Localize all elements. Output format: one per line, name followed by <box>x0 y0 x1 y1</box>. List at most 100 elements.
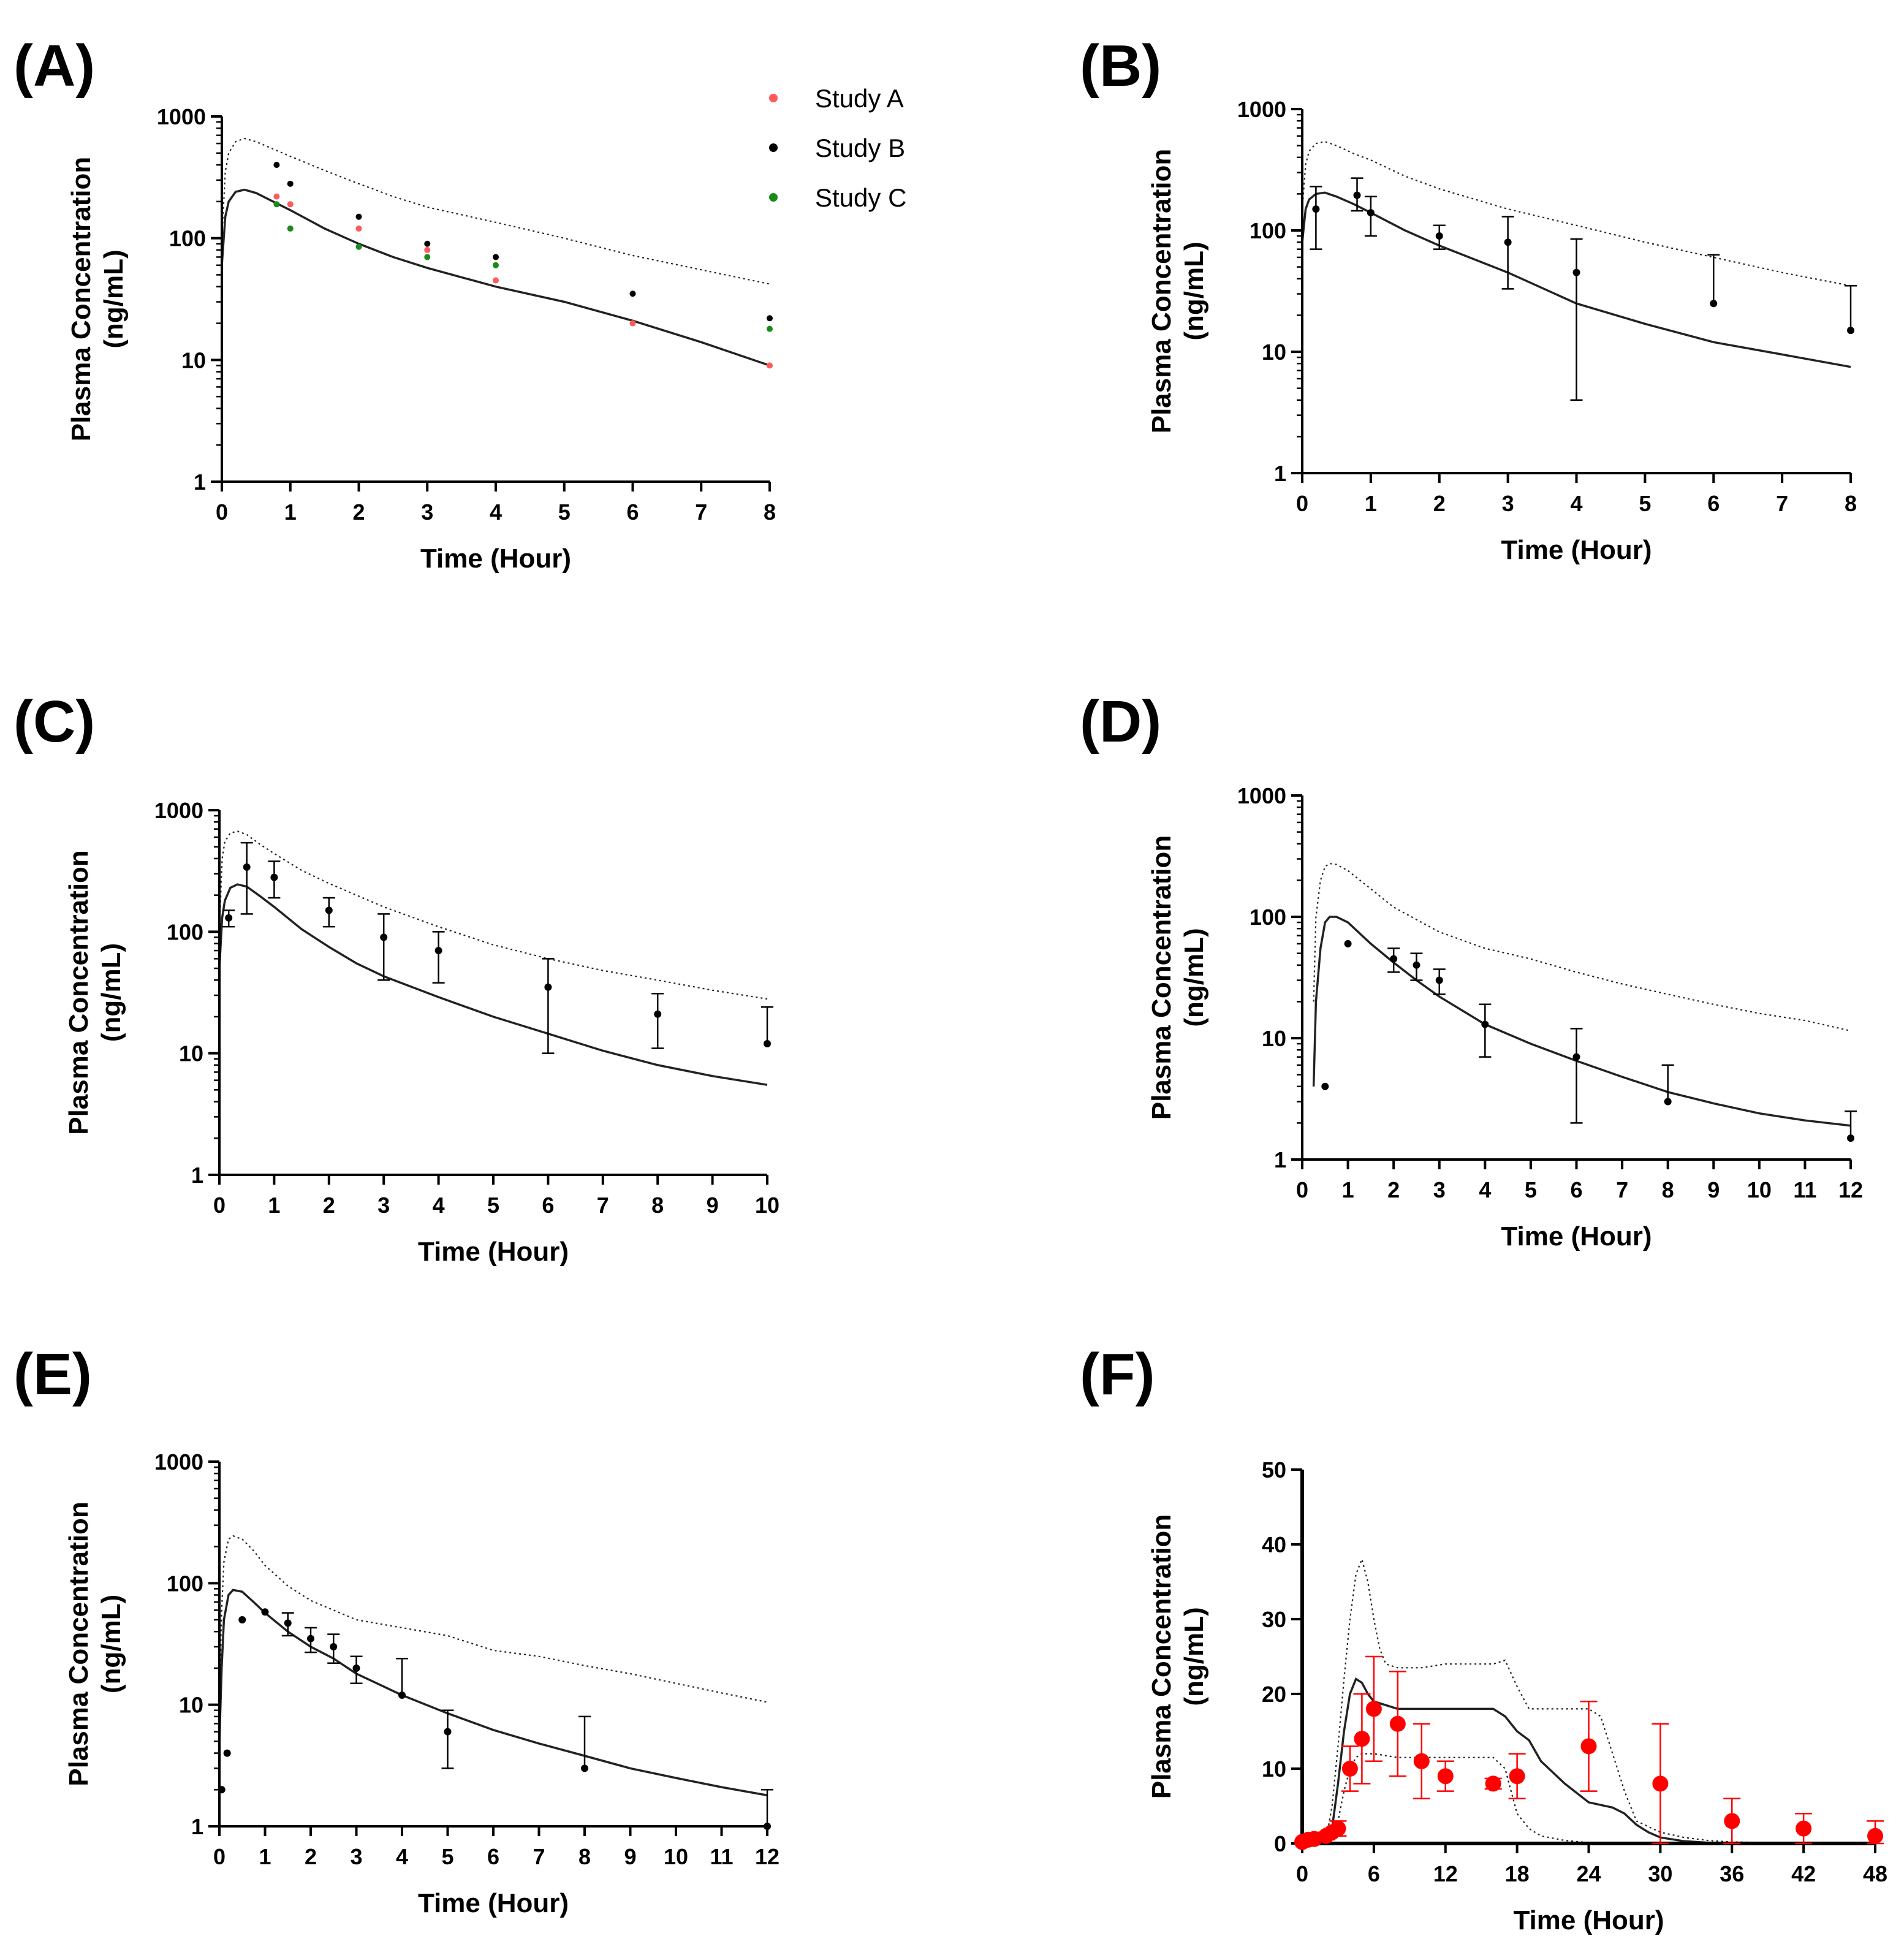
data-point <box>1652 1775 1669 1792</box>
panel-label: (B) <box>1080 33 1161 99</box>
y-tick-label: 0 <box>1274 1831 1286 1856</box>
x-tick-label: 0 <box>216 499 228 525</box>
data-point <box>1664 1098 1672 1106</box>
legend-marker-study-a <box>769 94 778 102</box>
data-point <box>261 1608 269 1616</box>
panel-label: (A) <box>13 33 95 99</box>
line-prediction-mean <box>218 1589 768 1797</box>
x-axis-label: Time (Hour) <box>1513 1905 1664 1935</box>
y-tick-label: 1000 <box>157 104 206 129</box>
x-tick-label: 10 <box>1747 1177 1772 1202</box>
data-point <box>544 983 552 991</box>
data-point <box>493 277 499 284</box>
y-tick-label: 10 <box>181 347 206 373</box>
x-tick-label: 11 <box>1793 1177 1816 1202</box>
x-tick-label: 12 <box>1433 1861 1458 1886</box>
x-axis-label: Time (Hour) <box>420 544 571 574</box>
data-point <box>1306 1831 1322 1847</box>
x-tick-label: 7 <box>695 499 707 525</box>
data-point <box>1572 1053 1580 1061</box>
data-point <box>654 1010 662 1018</box>
y-tick-label: 100 <box>167 1571 203 1596</box>
data-point <box>287 225 294 232</box>
data-point <box>1724 1813 1740 1829</box>
line-prediction-mean <box>1301 191 1851 368</box>
line-prediction-upper <box>218 830 768 1000</box>
data-point <box>1847 327 1854 335</box>
data-point <box>629 290 636 297</box>
x-axis-label: Time (Hour) <box>418 1237 569 1267</box>
data-point <box>352 1664 360 1672</box>
x-tick-label: 9 <box>624 1844 636 1869</box>
legend-label-study-b: Study B <box>815 134 905 162</box>
x-tick-label: 6 <box>542 1193 554 1218</box>
line-prediction-mean <box>1302 1677 1875 1845</box>
line-prediction-upper <box>1302 1557 1876 1845</box>
data-point <box>270 873 278 881</box>
panel-label: (D) <box>1080 689 1161 754</box>
y-tick-label: 1000 <box>1237 97 1286 122</box>
data-point <box>223 1749 231 1757</box>
x-tick-label: 2 <box>305 1844 317 1869</box>
y-tick-label: 1000 <box>154 1449 203 1475</box>
y-tick-label: 10 <box>1262 1756 1286 1782</box>
x-tick-label: 6 <box>1368 1861 1380 1886</box>
y-axis-label: Plasma Concentration <box>66 157 96 442</box>
legend-marker-study-b <box>769 143 778 152</box>
y-axis-label: Plasma Concentration <box>64 1501 94 1786</box>
data-point <box>1435 976 1443 984</box>
data-point <box>1867 1828 1883 1844</box>
data-point <box>424 254 431 260</box>
panel-label: (E) <box>13 1342 92 1407</box>
data-point <box>629 320 636 327</box>
data-point <box>1321 1082 1329 1090</box>
x-tick-label: 5 <box>558 499 571 525</box>
data-point <box>355 213 362 220</box>
x-tick-label: 0 <box>1296 491 1308 516</box>
x-tick-label: 36 <box>1720 1861 1744 1886</box>
line-prediction-mean <box>221 188 770 367</box>
data-point <box>1796 1820 1812 1837</box>
data-point <box>1710 300 1718 308</box>
x-axis-label: Time (Hour) <box>1501 1221 1652 1251</box>
data-point <box>1509 1768 1525 1785</box>
x-tick-label: 3 <box>377 1193 390 1218</box>
y-tick-label: 1 <box>191 1163 203 1188</box>
x-tick-label: 2 <box>323 1193 335 1218</box>
y-tick-label: 100 <box>167 919 203 944</box>
y-tick-label: 50 <box>1262 1457 1286 1482</box>
y-tick-label: 1 <box>191 1814 203 1839</box>
line-prediction-upper <box>1313 862 1851 1032</box>
y-tick-label: 1 <box>1274 461 1286 486</box>
y-tick-label: 1 <box>1274 1147 1286 1172</box>
x-tick-label: 0 <box>213 1844 226 1869</box>
x-tick-label: 8 <box>1662 1177 1674 1202</box>
y-axis-label: Plasma Concentration <box>64 850 94 1135</box>
x-tick-label: 7 <box>533 1844 545 1869</box>
line-prediction-upper <box>221 137 770 285</box>
y-axis-label: Plasma Concentration <box>1147 1514 1177 1799</box>
x-tick-label: 1 <box>259 1844 271 1869</box>
line-prediction-mean <box>218 883 768 1086</box>
data-point <box>1330 1820 1346 1837</box>
data-point <box>218 1786 226 1794</box>
x-tick-label: 8 <box>578 1844 591 1869</box>
data-point <box>1572 268 1580 276</box>
x-tick-label: 10 <box>664 1844 688 1869</box>
x-tick-label: 3 <box>1502 491 1514 516</box>
y-axis-label-unit: (ng/mL) <box>99 249 129 348</box>
y-tick-label: 1000 <box>1237 783 1286 808</box>
data-point <box>1341 1761 1358 1777</box>
x-tick-label: 0 <box>1296 1177 1308 1202</box>
x-tick-label: 18 <box>1505 1861 1530 1886</box>
data-point <box>307 1634 314 1642</box>
x-tick-label: 42 <box>1791 1861 1816 1886</box>
y-tick-label: 1000 <box>154 798 203 823</box>
x-tick-label: 12 <box>755 1844 779 1869</box>
y-tick-label: 40 <box>1262 1532 1286 1557</box>
data-point <box>1413 961 1420 969</box>
x-tick-label: 6 <box>487 1844 499 1869</box>
legend: Study A Study B Study C <box>769 84 906 212</box>
data-point <box>764 1039 771 1047</box>
y-axis-label: Plasma Concentration <box>1147 149 1177 434</box>
